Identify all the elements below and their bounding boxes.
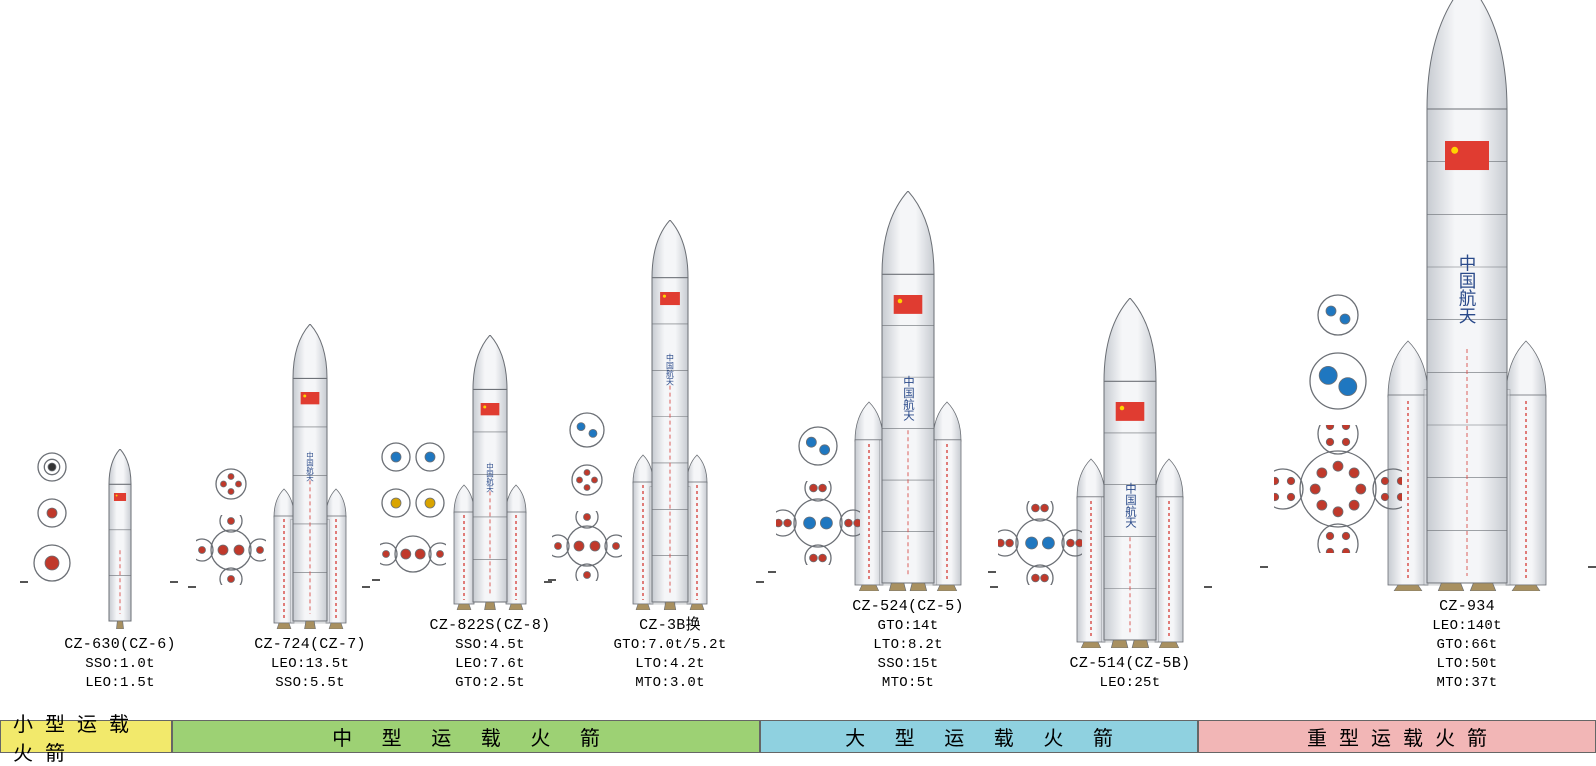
rocket-name: CZ-524(CZ-5) (852, 597, 964, 617)
scale-tick (756, 581, 764, 583)
rocket-name: CZ-514(CZ-5B) (1070, 654, 1191, 674)
rocket-spec: LEO:25t (1070, 674, 1191, 693)
engine-stage-icon (1308, 351, 1368, 411)
category-band: 中 型 运 载 火 箭 (172, 720, 760, 753)
rocket-spec: LTO:50t (1432, 655, 1502, 674)
rocket-spec: SSO:15t (852, 655, 964, 674)
engine-diagrams-cz5b (998, 501, 1082, 585)
engine-stage-icon (570, 463, 604, 497)
rocket-label-cz6: CZ-630(CZ-6)SSO:1.0tLEO:1.5t (64, 635, 176, 693)
rocket-illustration: 中国航天 (269, 324, 351, 629)
engine-diagrams-cz9 (1274, 293, 1402, 553)
rocket-illustration (104, 449, 136, 629)
engine-stage-icon (1316, 293, 1360, 337)
scale-tick (1588, 566, 1596, 568)
rocket-spec: LTO:8.2t (852, 636, 964, 655)
engine-stage-icon (552, 511, 622, 581)
engine-stage-icon (776, 481, 860, 565)
rocket-label-cz9: CZ-934LEO:140tGTO:66tLTO:50tMTO:37t (1432, 597, 1502, 693)
rocket-label-cz7: CZ-724(CZ-7)LEO:13.5tSSO:5.5t (254, 635, 366, 693)
rocket-name: CZ-934 (1432, 597, 1502, 617)
rocket-spec: GTO:7.0t/5.2t (613, 636, 726, 655)
rocket-cz6: CZ-630(CZ-6)SSO:1.0tLEO:1.5t (60, 449, 180, 693)
engine-stage-icon (797, 425, 839, 467)
engine-diagrams-cz6 (32, 451, 72, 583)
category-band: 大 型 运 载 火 箭 (760, 720, 1198, 753)
rocket-illustration: 中国航天 (628, 220, 712, 610)
engine-stage-icon (36, 497, 68, 529)
engine-stage-icon (32, 543, 72, 583)
scale-tick (768, 571, 776, 573)
svg-text:中国航天: 中国航天 (305, 450, 314, 482)
rocket-spec: LTO:4.2t (613, 655, 726, 674)
scale-tick (544, 581, 552, 583)
category-band: 重型运载火箭 (1198, 720, 1596, 753)
rocket-illustration: 中国航天 (449, 335, 531, 610)
rocket-spec: SSO:5.5t (254, 674, 366, 693)
engine-stage-icon (1274, 425, 1402, 553)
engine-stage-icon (196, 515, 266, 585)
engine-stage-icon (380, 441, 446, 473)
scale-tick (988, 571, 996, 573)
rocket-spec: MTO:5t (852, 674, 964, 693)
scale-tick (1204, 586, 1212, 588)
rocket-label-cz5b: CZ-514(CZ-5B)LEO:25t (1070, 654, 1191, 693)
category-band: 小型运载火箭 (0, 720, 172, 753)
rocket-cz5b: 中国航天 CZ-514(CZ-5B)LEO:25t (1030, 298, 1230, 693)
engine-stage-icon (998, 501, 1082, 585)
svg-text:中国航天: 中国航天 (485, 461, 494, 493)
svg-text:中国航天: 中国航天 (1457, 254, 1477, 324)
rocket-label-cz5: CZ-524(CZ-5)GTO:14tLTO:8.2tSSO:15tMTO:5t (852, 597, 964, 693)
rocket-spec: MTO:37t (1432, 674, 1502, 693)
engine-diagrams-cz5 (776, 425, 860, 565)
engine-stage-icon (380, 487, 446, 519)
category-bands: 小型运载火箭中 型 运 载 火 箭大 型 运 载 火 箭重型运载火箭 (0, 720, 1596, 753)
rocket-name: CZ-3B换 (613, 616, 726, 636)
rocket-spec: SSO:1.0t (64, 655, 176, 674)
engine-stage-icon (568, 411, 606, 449)
svg-text:中国航天: 中国航天 (1124, 482, 1137, 528)
scale-tick (170, 581, 178, 583)
rocket-illustration: 中国航天 (850, 191, 966, 591)
rocket-spec: LEO:7.6t (430, 655, 551, 674)
rocket-spec: MTO:3.0t (613, 674, 726, 693)
rocket-label-cz3b: CZ-3B换GTO:7.0t/5.2tLTO:4.2tMTO:3.0t (613, 616, 726, 693)
engine-diagrams-cz7 (196, 467, 266, 585)
rocket-spec: SSO:4.5t (430, 636, 551, 655)
svg-text:中国航天: 中国航天 (665, 353, 674, 387)
rocket-spec: GTO:14t (852, 617, 964, 636)
scale-tick (20, 581, 28, 583)
rocket-label-cz8: CZ-822S(CZ-8)SSO:4.5tLEO:7.6tGTO:2.5t (430, 616, 551, 693)
engine-stage-icon (36, 451, 68, 483)
engine-diagrams-cz3b (552, 411, 622, 581)
scale-tick (372, 579, 380, 581)
rocket-name: CZ-630(CZ-6) (64, 635, 176, 655)
rocket-illustration: 中国航天 (1072, 298, 1188, 648)
rocket-name: CZ-724(CZ-7) (254, 635, 366, 655)
engine-stage-icon (380, 533, 446, 575)
rocket-spec: GTO:66t (1432, 636, 1502, 655)
rocket-illustration: 中国航天 (1383, 0, 1551, 591)
scale-tick (1260, 566, 1268, 568)
rocket-spec: LEO:1.5t (64, 674, 176, 693)
engine-diagrams-cz8 (380, 441, 446, 575)
scale-tick (188, 586, 196, 588)
rocket-name: CZ-822S(CZ-8) (430, 616, 551, 636)
scale-tick (990, 586, 998, 588)
rocket-spec: LEO:13.5t (254, 655, 366, 674)
scale-tick (362, 586, 370, 588)
rocket-spec: LEO:140t (1432, 617, 1502, 636)
engine-stage-icon (214, 467, 248, 501)
svg-text:中国航天: 中国航天 (902, 376, 915, 422)
rocket-spec: GTO:2.5t (430, 674, 551, 693)
